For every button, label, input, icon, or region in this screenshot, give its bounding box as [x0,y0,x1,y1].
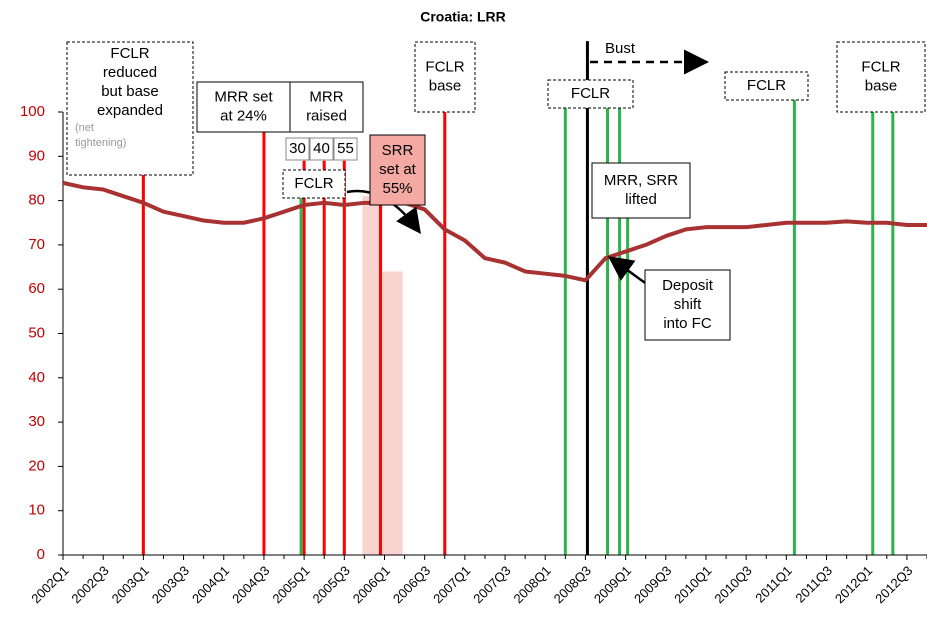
annotation-text: FCLR [861,58,900,75]
x-tick-label: 2012Q1 [832,563,875,606]
x-tick-label: 2009Q3 [631,563,674,606]
annotation-text: set at [379,161,417,178]
annotation-text: FCLR [425,58,464,75]
annotation-text: FCLR [571,85,610,102]
annotation-box [724,71,809,101]
annotation-text: MRR [309,88,343,105]
x-tick-label: 2008Q3 [551,563,594,606]
shaded-bar [382,271,403,555]
x-tick-label: 2002Q3 [68,563,111,606]
annotation-text: MRR, SRR [604,172,678,189]
series-line [62,180,927,283]
annotation-text: reduced [103,64,157,81]
x-tick-label: 2010Q1 [671,563,714,606]
annotation-text: Deposit [662,277,714,294]
annotation-box [196,81,291,133]
annotation-text: raised [306,107,347,124]
x-tick-label: 2007Q1 [430,563,473,606]
y-tick-label: 100 [20,103,45,120]
annotation-text: base [865,77,898,94]
x-tick-label: 2010Q3 [711,563,754,606]
annotation-text: FCLR [110,45,149,62]
annotation-text: at 24% [220,107,267,124]
annotation-box [285,137,310,161]
x-tick-label: 2006Q3 [390,563,433,606]
annotation-box [836,41,926,113]
annotation-box [591,162,691,219]
y-tick-label: 40 [28,369,45,386]
x-tick-label: 2011Q1 [752,563,795,606]
shaded-bar [362,196,383,556]
annotation-box [289,81,364,133]
annotation-text: 55% [382,180,412,197]
x-tick-label: 2003Q1 [109,563,152,606]
y-tick-label: 0 [37,546,45,563]
annotation-text: 55 [337,140,354,157]
annotation-box [282,169,346,199]
annotation-text: lifted [625,191,657,208]
annotation-text: base [429,77,462,94]
x-tick-label: 2005Q3 [310,563,353,606]
arrow [607,256,649,287]
x-tick-label: 2007Q3 [470,563,513,606]
x-tick-label: 2005Q1 [269,563,312,606]
annotation-text: into FC [663,315,712,332]
annotation-box [309,137,334,161]
chart-title: Croatia: LRR [420,9,506,25]
y-tick-label: 50 [28,324,45,341]
annotation-text: 30 [289,140,306,157]
annotation-text: SRR [382,142,414,159]
x-tick-label: 2002Q1 [28,563,71,606]
x-tick-label: 2006Q1 [350,563,393,606]
annotation-text: 40 [313,140,330,157]
annotation-text: expanded [97,102,163,119]
annotation-text: but base [101,83,159,100]
y-tick-label: 70 [28,236,45,253]
y-tick-label: 90 [28,147,45,164]
x-tick-label: 2004Q3 [229,563,272,606]
x-tick-label: 2011Q3 [792,563,835,606]
x-tick-label: 2004Q1 [189,563,232,606]
annotation-box [333,137,358,161]
annotation-box [66,41,194,176]
y-tick-label: 60 [28,280,45,297]
x-tick-label: 2008Q1 [510,563,553,606]
y-tick-label: 80 [28,192,45,209]
x-tick-label: 2003Q3 [149,563,192,606]
x-tick-label: 2009Q1 [591,563,634,606]
annotation-note: (net [75,122,94,134]
x-tick-label: 2012Q3 [872,563,915,606]
annotation-box [547,79,634,109]
annotation-note: tightening) [75,137,126,149]
annotation-text: Bust [605,40,636,57]
annotation-text: shift [674,296,702,313]
y-tick-label: 30 [28,413,45,430]
annotation-text: MRR set [214,88,273,105]
annotation-box [644,269,731,341]
annotation-text: FCLR [294,175,333,192]
y-tick-label: 10 [28,502,45,519]
annotation-text: FCLR [747,77,786,94]
annotation-box [369,134,426,206]
y-tick-label: 20 [28,457,45,474]
annotation-box [414,41,476,113]
